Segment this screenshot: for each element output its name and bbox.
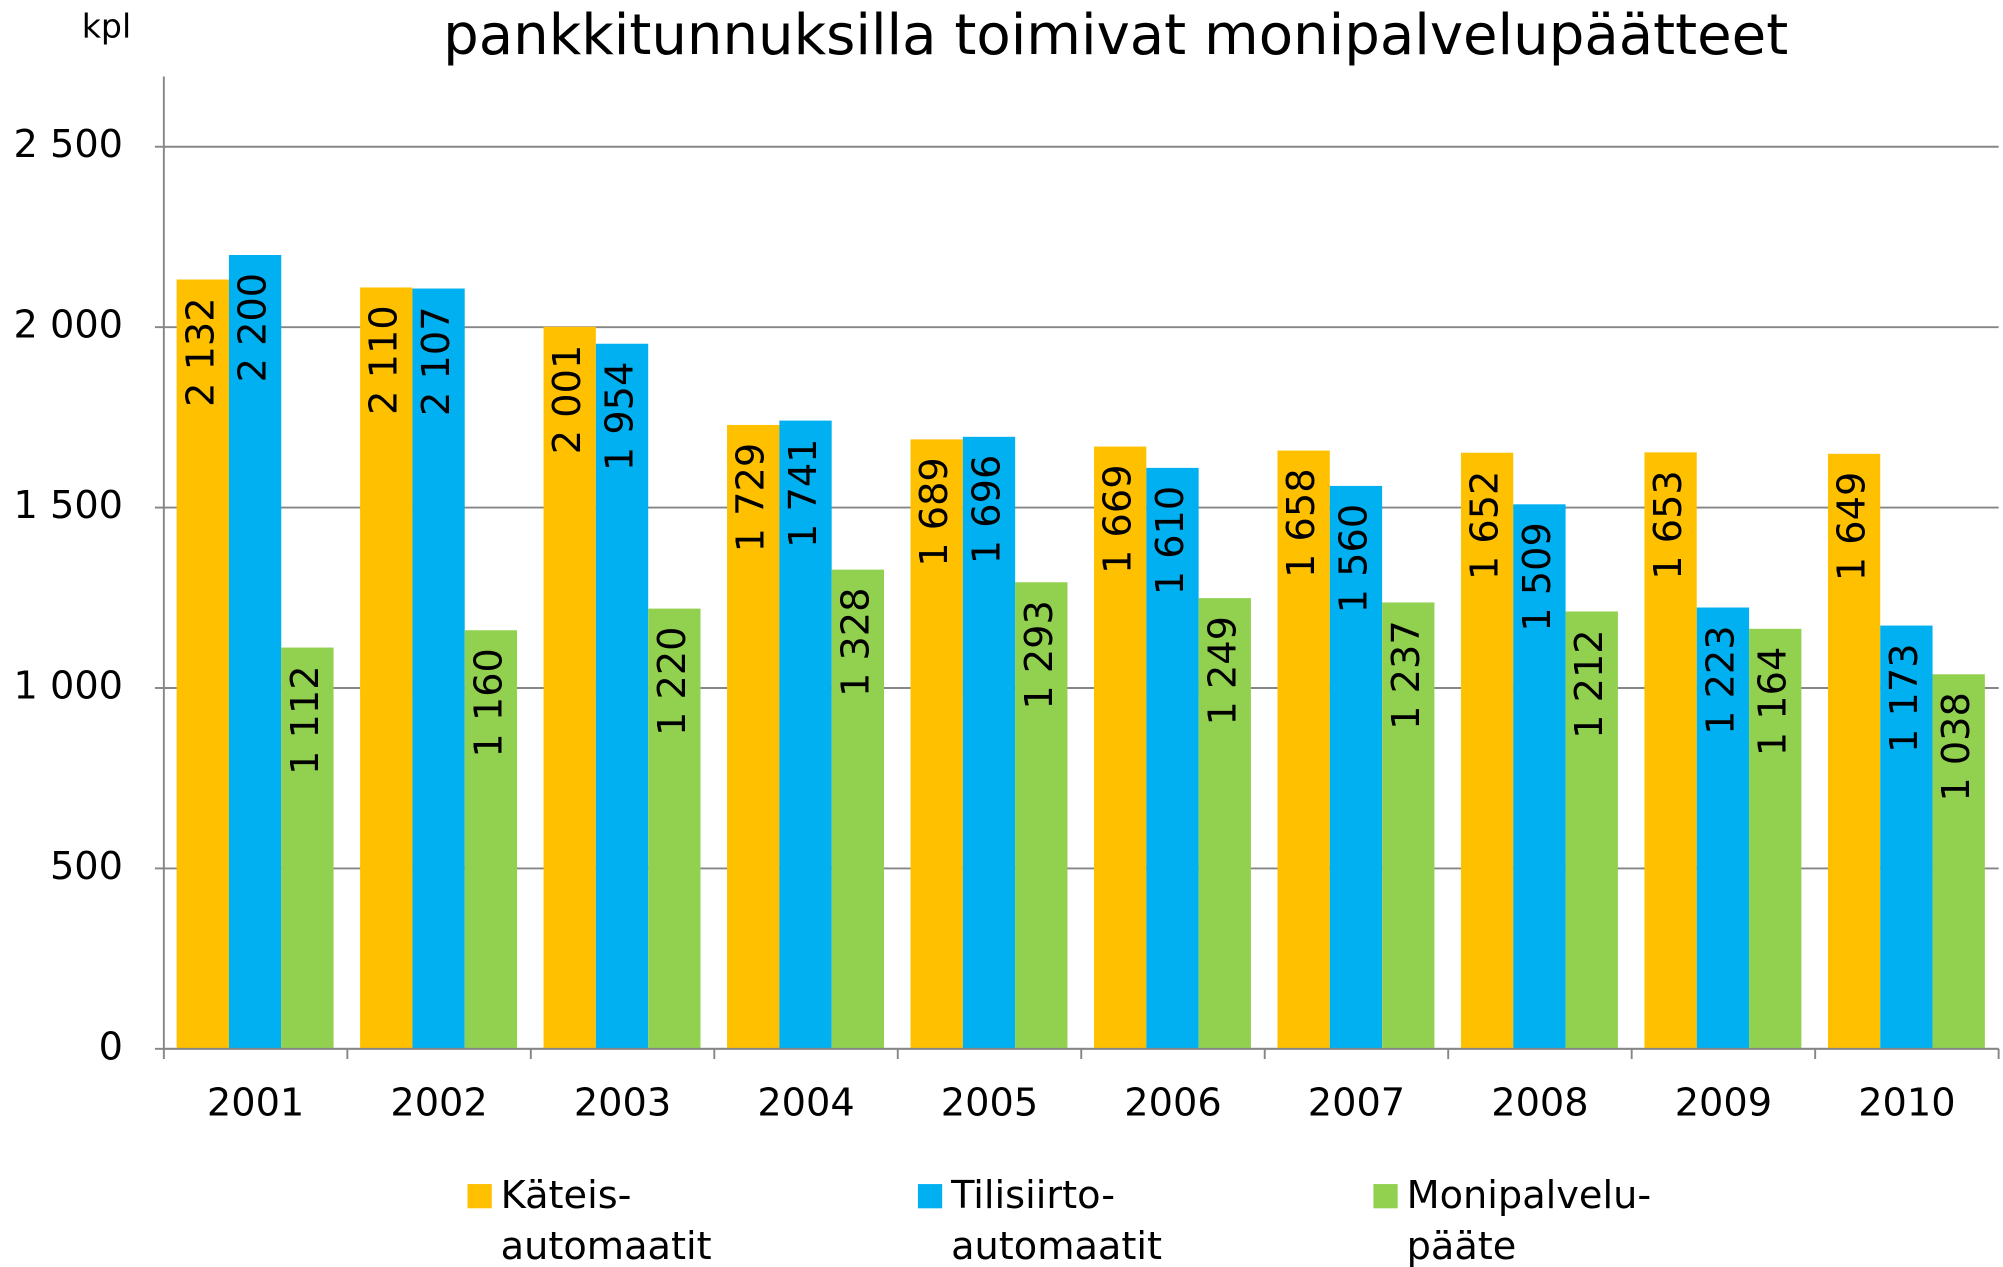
y-tick-label: 0 xyxy=(99,1024,123,1069)
legend-label: Monipalvelu-pääte xyxy=(1407,1172,1652,1267)
bar xyxy=(1696,607,1750,1049)
legend-swatch xyxy=(917,1184,943,1209)
x-tick-label: 2005 xyxy=(941,1080,1038,1125)
value-label: 1 653 xyxy=(1646,470,1691,580)
bar xyxy=(176,279,229,1049)
value-label: 2 200 xyxy=(231,273,276,383)
x-tick-label: 2010 xyxy=(1858,1080,1955,1125)
value-label: 1 729 xyxy=(729,443,774,553)
y-tick-label: 500 xyxy=(50,844,123,889)
chart-title: pankkitunnuksilla toimivat monipalvelupä… xyxy=(443,3,1788,68)
x-tick-label: 2003 xyxy=(574,1080,671,1125)
x-tick-label: 2008 xyxy=(1491,1080,1588,1125)
value-label: 1 649 xyxy=(1830,472,1875,582)
value-label: 1 509 xyxy=(1515,522,1560,632)
bar xyxy=(1749,628,1802,1049)
value-label: 1 293 xyxy=(1017,600,1062,710)
value-label: 1 652 xyxy=(1463,471,1508,581)
x-tick-label: 2004 xyxy=(757,1080,854,1125)
bar xyxy=(648,608,701,1049)
legend-label: Tilisiirto-automaatit xyxy=(950,1172,1162,1267)
value-label: 1 220 xyxy=(650,626,695,736)
bar xyxy=(281,647,334,1049)
bar xyxy=(1146,467,1199,1049)
value-label: 1 160 xyxy=(466,648,511,758)
bar xyxy=(595,343,649,1049)
value-label: 1 112 xyxy=(283,665,328,775)
y-tick-label: 2 000 xyxy=(13,303,123,348)
bar xyxy=(962,436,1016,1049)
legend-swatch xyxy=(1373,1184,1398,1209)
y-tick-label: 1 500 xyxy=(13,483,123,528)
value-label: 1 249 xyxy=(1200,616,1245,726)
value-label: 2 110 xyxy=(362,305,407,415)
value-label: 1 328 xyxy=(833,587,878,697)
value-label: 1 560 xyxy=(1331,504,1376,614)
bar xyxy=(464,630,518,1049)
value-label: 1 038 xyxy=(1934,692,1979,802)
bar xyxy=(1198,598,1251,1049)
value-label: 1 741 xyxy=(781,438,826,548)
bar xyxy=(1382,602,1435,1049)
bar xyxy=(543,326,596,1049)
value-label: 1 689 xyxy=(912,457,957,567)
bar xyxy=(1094,446,1147,1049)
bar xyxy=(1932,674,1985,1049)
bar xyxy=(1015,582,1068,1049)
bar xyxy=(1565,611,1618,1049)
bar xyxy=(831,569,884,1049)
bar xyxy=(1644,452,1697,1049)
bar xyxy=(360,287,413,1049)
bar xyxy=(1460,452,1514,1049)
value-label: 2 132 xyxy=(178,297,223,407)
bar xyxy=(1880,625,1933,1049)
x-tick-label: 2009 xyxy=(1675,1080,1772,1125)
value-label: 1 610 xyxy=(1148,486,1193,596)
value-label: 2 107 xyxy=(414,306,459,416)
bar xyxy=(1277,450,1330,1049)
bar xyxy=(1329,485,1383,1049)
value-label: 1 164 xyxy=(1751,647,1796,757)
value-label: 1 669 xyxy=(1096,464,1141,574)
bar xyxy=(1827,453,1881,1049)
value-label: 1 173 xyxy=(1882,643,1927,753)
y-tick-label: 2 500 xyxy=(13,122,123,167)
value-label: 1 237 xyxy=(1384,620,1429,730)
value-label: 1 212 xyxy=(1567,629,1612,739)
bar xyxy=(727,424,780,1049)
value-label: 1 658 xyxy=(1279,468,1324,578)
value-label: 1 954 xyxy=(598,362,643,472)
value-label: 2 001 xyxy=(545,345,590,455)
bar xyxy=(228,254,282,1049)
y-axis-label: kpl xyxy=(82,7,131,46)
bar xyxy=(412,288,465,1049)
legend-label: Käteis-automaatit xyxy=(501,1172,712,1267)
x-tick-label: 2002 xyxy=(390,1080,487,1125)
bar xyxy=(910,439,963,1049)
legend-swatch xyxy=(467,1184,492,1209)
bar xyxy=(1513,504,1566,1049)
value-label: 1 696 xyxy=(964,455,1009,565)
value-label: 1 223 xyxy=(1698,625,1743,735)
y-tick-label: 1 000 xyxy=(13,663,123,708)
x-tick-label: 2007 xyxy=(1308,1080,1405,1125)
bar xyxy=(779,420,832,1049)
x-tick-label: 2006 xyxy=(1124,1080,1221,1125)
x-tick-label: 2001 xyxy=(207,1080,304,1125)
